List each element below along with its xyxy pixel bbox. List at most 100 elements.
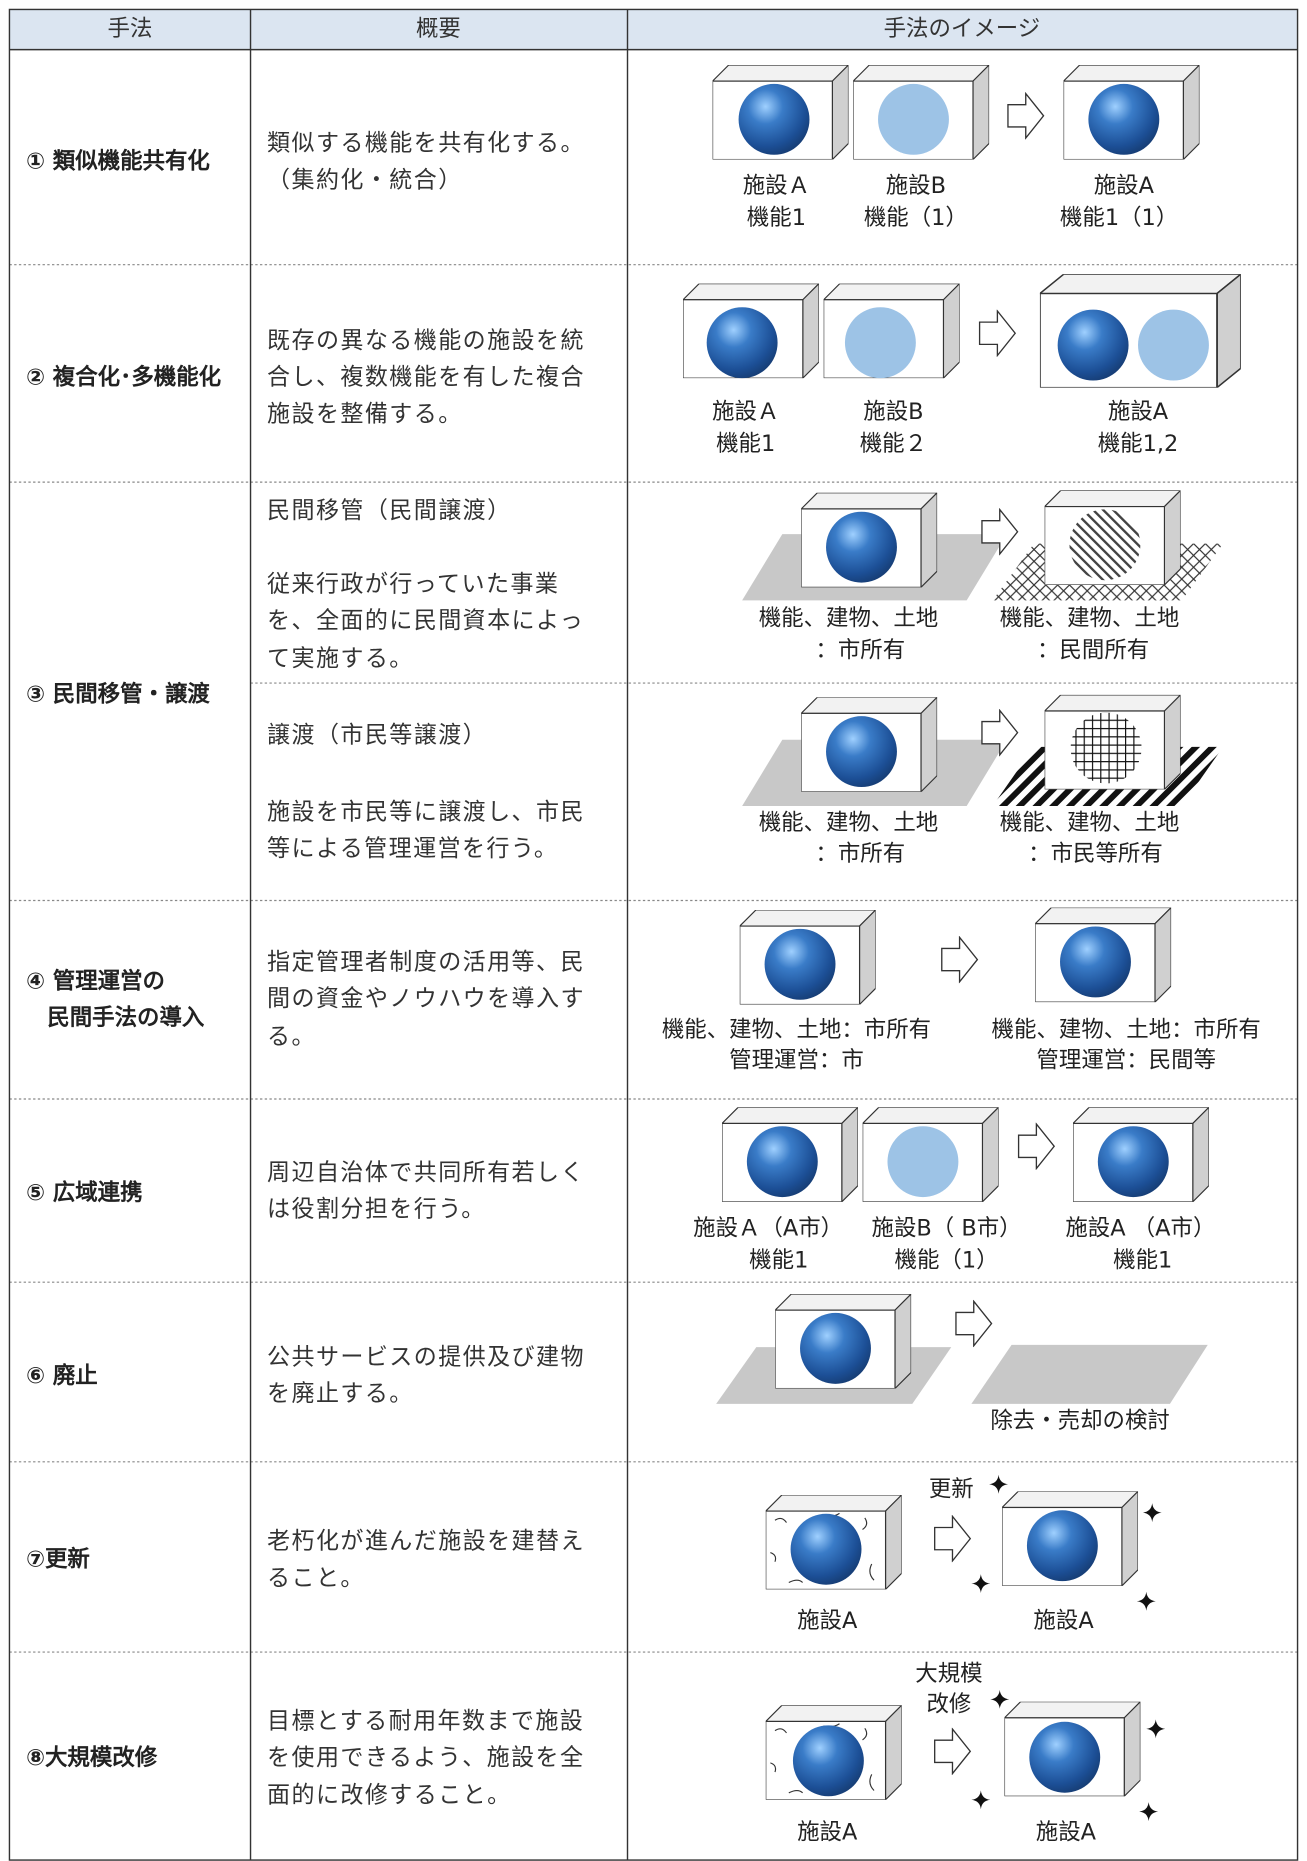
image-label: 機能、建物、土地：市所有 [662, 1017, 931, 1043]
summary-text: 等による管理運営を行う。 [267, 836, 558, 862]
summary-text: る。 [267, 1024, 316, 1050]
image-label: 施設A [1036, 1819, 1097, 1845]
image-label: 機能1,2 [1098, 431, 1179, 457]
image-label: 施設B（ B市） [872, 1216, 1022, 1242]
summary-text: 面的に改修すること。 [267, 1783, 511, 1809]
image-label: 機能、建物、土地 [759, 606, 939, 632]
light-circle [878, 83, 949, 155]
summary-text: 指定管理者制度の活用等、民 [267, 950, 585, 976]
grid-circle [1070, 712, 1142, 784]
sphere [792, 1725, 864, 1797]
summary-text: を廃止する。 [267, 1381, 414, 1407]
image-label: 施設B [886, 173, 946, 199]
image-label: 機能1 [716, 431, 775, 457]
image-label: 施設A [797, 1608, 858, 1634]
sparkle [989, 1474, 1009, 1494]
sphere [1097, 1126, 1169, 1198]
sparkle [990, 1689, 1010, 1709]
sphere [1026, 1510, 1098, 1582]
image-label: 機能、建物、土地 [1000, 810, 1180, 836]
sphere [826, 716, 897, 788]
method-name: ④ 管理運営の [26, 968, 165, 995]
image-label: 機能1 [749, 1247, 808, 1273]
arrow [934, 1728, 971, 1775]
method-name: ⑧大規模改修 [26, 1744, 158, 1771]
summary-text: 公共サービスの提供及び建物 [267, 1344, 585, 1370]
summary-text: 民間移管（民間譲渡） [267, 498, 511, 524]
method-name: ① 類似機能共有化 [26, 147, 210, 174]
arrow [1007, 92, 1045, 139]
sphere [746, 1126, 818, 1198]
image-label: 機能２ [860, 431, 927, 457]
image-label: 改修 [926, 1692, 971, 1718]
header-bg [9, 9, 1298, 50]
header-cell: 手法のイメージ [884, 16, 1041, 42]
summary-text: て実施する。 [267, 646, 414, 672]
light-circle [1138, 309, 1209, 381]
sparkle [1139, 1802, 1159, 1822]
sparkle [1146, 1719, 1166, 1739]
light-circle [844, 307, 916, 379]
image-label: 機能1 [747, 205, 806, 231]
method-name: ② 複合化･多機能化 [26, 364, 221, 391]
method-name: ⑥ 廃止 [26, 1362, 98, 1389]
image-label: 管理運営：市 [729, 1048, 864, 1074]
sparkle [971, 1790, 991, 1810]
method-name: ⑦更新 [26, 1545, 90, 1572]
summary-text: を使用できるよう、施設を全 [267, 1745, 584, 1771]
image-label: 機能1 [1113, 1247, 1172, 1273]
sparkle [1142, 1503, 1162, 1523]
arrow [978, 310, 1016, 357]
sphere [790, 1513, 862, 1585]
image-label: 更新 [929, 1477, 974, 1503]
image-label: 施設A [1108, 399, 1169, 425]
image-label: 施設A [1033, 1608, 1094, 1634]
image-label: ：市民等所有 [1028, 841, 1163, 867]
image-label: 施設Ａ [712, 399, 779, 425]
sphere [826, 511, 897, 583]
sphere [1057, 309, 1129, 381]
sphere [1029, 1721, 1101, 1793]
sphere [1088, 83, 1160, 155]
image-label: 機能（1） [864, 205, 968, 231]
sphere [706, 307, 778, 379]
table-border [8, 8, 1299, 1861]
header-cell: 手法 [108, 16, 153, 42]
image-label: 施設A [797, 1819, 858, 1845]
ground [971, 1344, 1208, 1404]
summary-text: 目標とする耐用年数まで施設 [267, 1708, 584, 1734]
image-label: 施設Ａ（A市） [693, 1216, 843, 1242]
image-label: 施設Ａ [743, 173, 810, 199]
image-label: 除去・売却の検討 [990, 1408, 1170, 1434]
image-label: ：民間所有 [1037, 638, 1149, 664]
summary-text: 既存の異なる機能の施設を統 [267, 328, 585, 354]
summary-text: は役割分担を行う。 [267, 1197, 486, 1223]
sparkle [971, 1574, 991, 1593]
arrow [941, 936, 979, 983]
sphere [738, 83, 810, 155]
sphere [800, 1312, 871, 1384]
summary-text: （集約化・統合） [267, 167, 463, 193]
image-label: 機能（1） [895, 1247, 999, 1273]
image-label: 管理運営：民間等 [1036, 1048, 1216, 1074]
method-name: ⑤ 広域連携 [26, 1179, 143, 1206]
summary-text: 合し、複数機能を有した複合 [267, 365, 585, 391]
arrow [934, 1515, 971, 1562]
summary-text: 老朽化が進んだ施設を建替え [267, 1529, 585, 1555]
summary-text: を、全面的に民間資本によっ [267, 608, 584, 634]
summary-text: 施設を市民等に譲渡し、市民 [267, 800, 585, 826]
image-label: 大規模 [915, 1661, 982, 1687]
image-label: 施設B [863, 399, 923, 425]
summary-text: 周辺自治体で共同所有若しく [267, 1160, 585, 1186]
image-label: 施設A （A市） [1065, 1216, 1215, 1242]
image-label: 機能、建物、土地 [1000, 606, 1180, 632]
image-label: 機能、建物、土地 [759, 810, 939, 836]
arrow [1017, 1123, 1055, 1170]
table: 手法 概要 手法のイメージ ① 類似機能共有化 類似する機能を共有化する。 （集約化・統合… [8, 8, 1299, 1861]
summary-text: 類似する機能を共有化する。 [267, 131, 585, 157]
summary-text: 譲渡（市民等譲渡） [267, 723, 487, 749]
image-label: 機能、建物、土地：市所有 [992, 1017, 1261, 1043]
summary-text: ること。 [267, 1565, 365, 1591]
method-name: ③ 民間移管・譲渡 [26, 680, 210, 707]
